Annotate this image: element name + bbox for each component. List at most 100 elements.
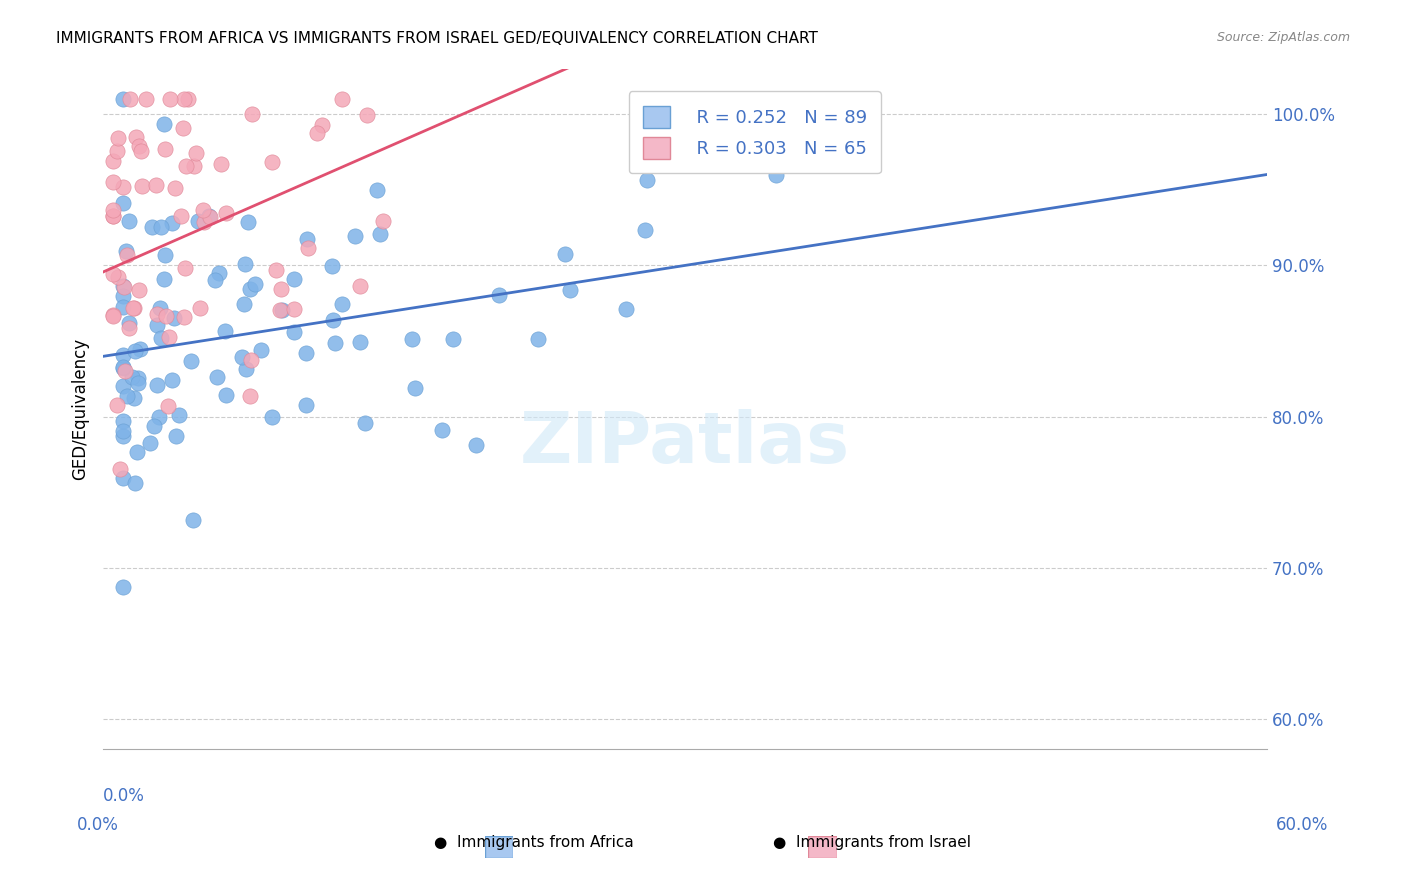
Point [101, 175, 124, 189]
Point [404, 381, 426, 395]
Point [235, 362, 257, 376]
Text: 0.0%: 0.0% [103, 788, 145, 805]
Point [243, 277, 266, 291]
Point [111, 179, 134, 194]
Point [283, 325, 305, 339]
Point [101, 309, 124, 323]
Point [283, 302, 305, 317]
Point [111, 424, 134, 438]
Point [172, 120, 194, 135]
Point [239, 282, 262, 296]
Point [165, 181, 187, 195]
Point [165, 429, 187, 443]
Point [239, 353, 262, 368]
Text: ●  Immigrants from Africa: ● Immigrants from Africa [434, 836, 634, 850]
Point [108, 462, 131, 476]
Point [125, 130, 148, 145]
Point [122, 392, 145, 406]
Point [264, 263, 287, 277]
Point [138, 436, 160, 450]
Y-axis label: GED/Equivalency: GED/Equivalency [72, 338, 89, 480]
Point [614, 302, 637, 317]
Point [145, 318, 167, 333]
Point [215, 206, 238, 220]
Point [239, 389, 262, 403]
Point [297, 241, 319, 255]
Point [169, 408, 191, 422]
Point [121, 370, 143, 384]
Point [294, 398, 316, 412]
Point [127, 376, 149, 390]
Point [214, 324, 236, 338]
Point [120, 92, 142, 106]
Text: 60.0%: 60.0% [1277, 816, 1329, 834]
Point [270, 282, 292, 296]
Point [121, 301, 143, 315]
Point [373, 214, 395, 228]
Point [157, 399, 180, 413]
Point [150, 331, 173, 345]
Point [215, 388, 238, 402]
Point [269, 302, 291, 317]
Text: ZIPatlas: ZIPatlas [520, 409, 851, 477]
Point [193, 215, 215, 229]
Point [129, 342, 152, 356]
Point [118, 320, 141, 334]
Point [184, 146, 207, 161]
Point [401, 333, 423, 347]
Point [198, 210, 221, 224]
Point [174, 260, 197, 275]
Point [101, 209, 124, 223]
Point [249, 343, 271, 357]
Point [115, 244, 138, 258]
Point [128, 139, 150, 153]
Point [125, 445, 148, 459]
Point [305, 127, 328, 141]
Point [115, 248, 138, 262]
Point [370, 227, 392, 241]
Point [343, 229, 366, 244]
Point [111, 414, 134, 428]
Point [297, 232, 319, 246]
Point [127, 371, 149, 385]
Point [111, 196, 134, 211]
Point [128, 283, 150, 297]
Point [187, 214, 209, 228]
Point [560, 283, 582, 297]
Point [159, 92, 181, 106]
Point [204, 273, 226, 287]
Point [149, 220, 172, 235]
Point [118, 214, 141, 228]
Point [262, 154, 284, 169]
Point [183, 159, 205, 173]
Point [124, 475, 146, 490]
Point [554, 247, 576, 261]
Point [240, 107, 263, 121]
Point [180, 354, 202, 368]
Point [107, 130, 129, 145]
Point [111, 378, 134, 392]
Point [101, 309, 124, 323]
Point [169, 209, 191, 223]
Point [155, 309, 177, 323]
Point [330, 296, 353, 310]
Point [430, 423, 453, 437]
Point [207, 266, 229, 280]
Point [634, 222, 657, 236]
Point [311, 118, 333, 132]
Point [191, 202, 214, 217]
Point [145, 378, 167, 392]
Point [111, 289, 134, 303]
Legend:   R = 0.252   N = 89,   R = 0.303   N = 65: R = 0.252 N = 89, R = 0.303 N = 65 [628, 91, 882, 173]
Point [111, 580, 134, 594]
Point [174, 159, 197, 173]
Point [322, 312, 344, 326]
Point [105, 145, 128, 159]
Point [321, 259, 343, 273]
Point [145, 178, 167, 192]
Point [295, 346, 318, 360]
Point [488, 288, 510, 302]
Text: IMMIGRANTS FROM AFRICA VS IMMIGRANTS FROM ISRAEL GED/EQUIVALENCY CORRELATION CHA: IMMIGRANTS FROM AFRICA VS IMMIGRANTS FRO… [56, 31, 818, 46]
Point [181, 513, 204, 527]
Point [260, 410, 283, 425]
